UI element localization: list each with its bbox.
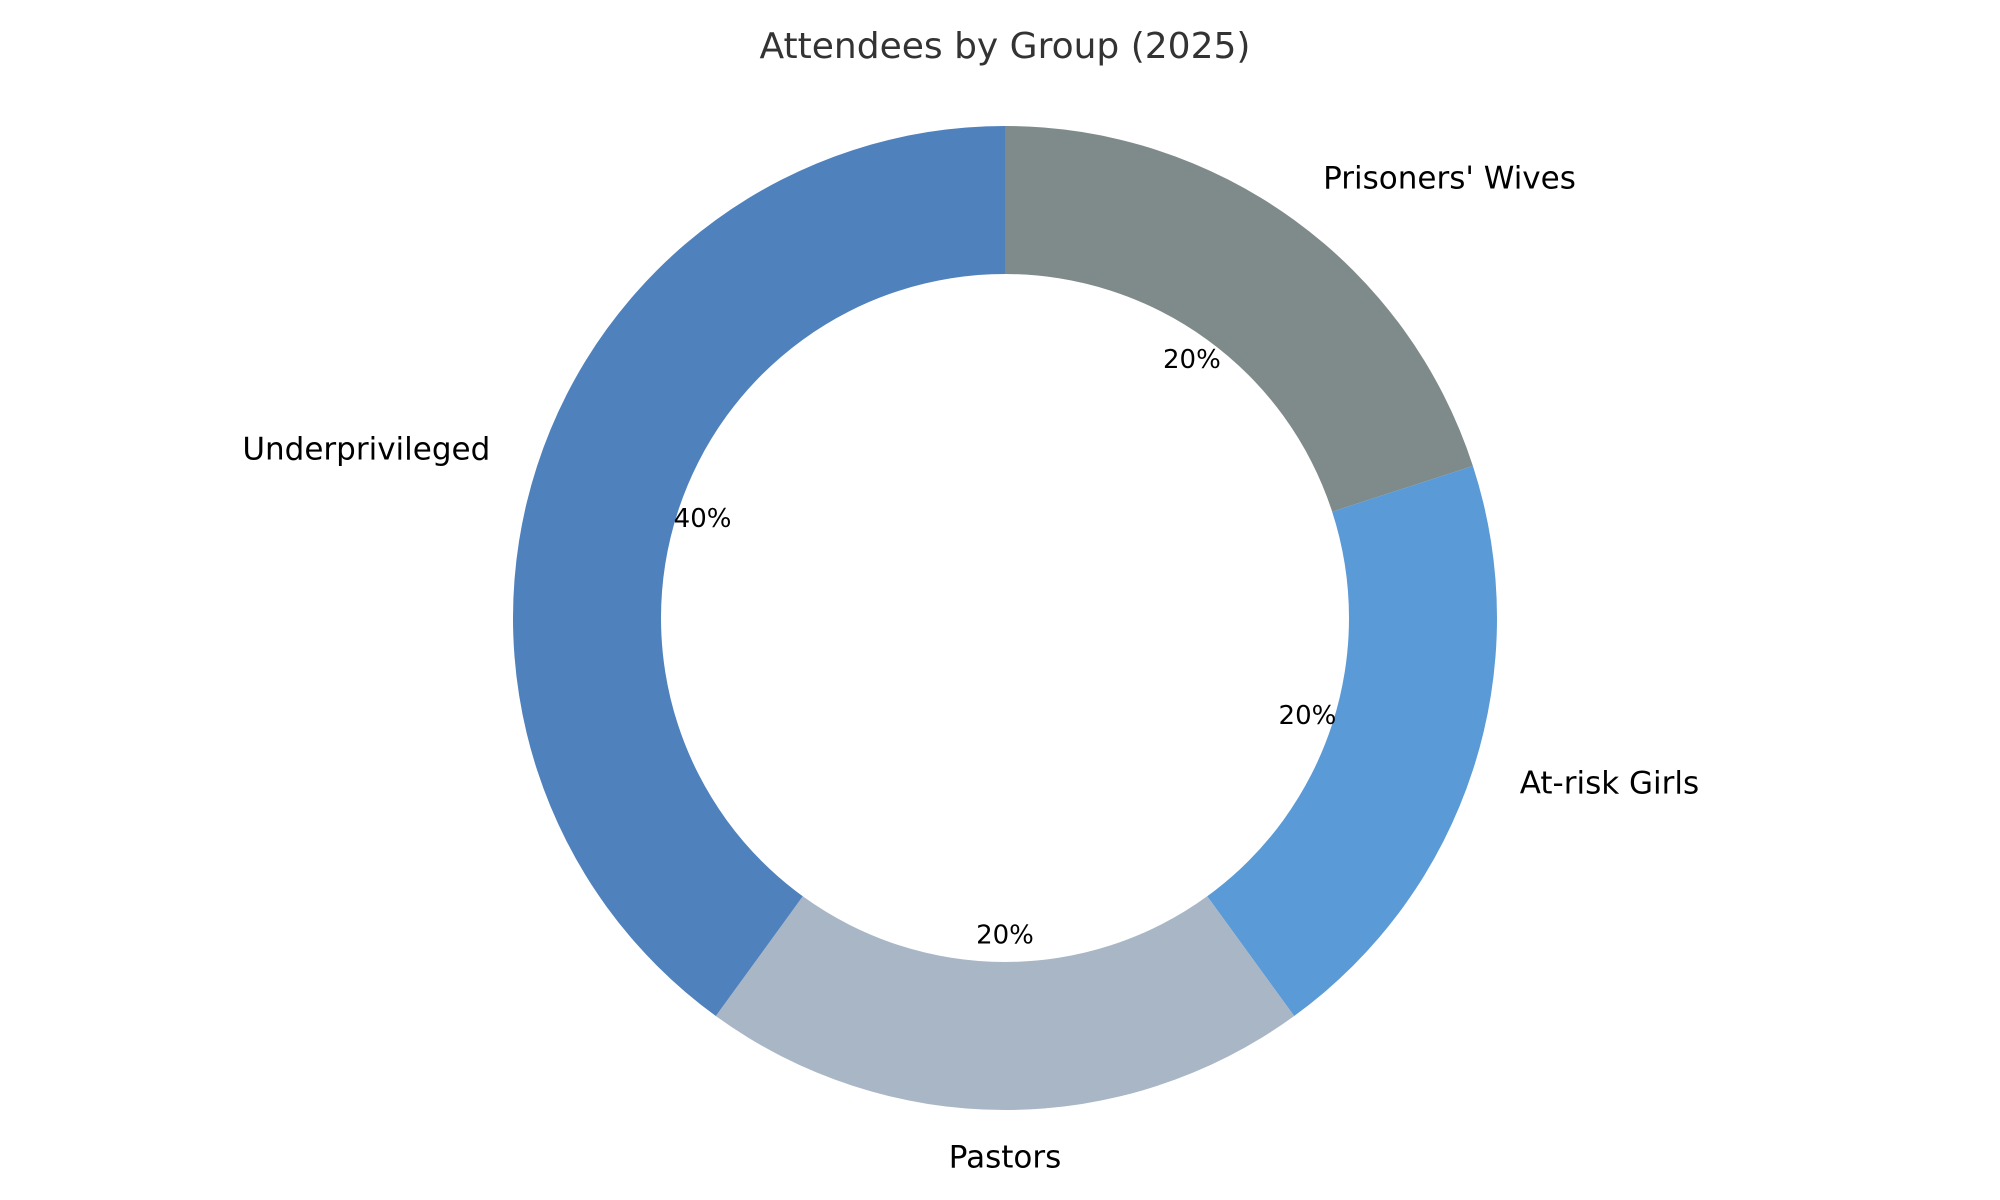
slice-prisoners-wives bbox=[1005, 126, 1473, 512]
pct-label-underprivileged: 40% bbox=[674, 504, 732, 534]
slices-layer bbox=[512, 126, 1497, 1110]
pct-label-prisoners-wives: 20% bbox=[1163, 345, 1221, 375]
slice-label-at-risk-girls: At-risk Girls bbox=[1520, 766, 1699, 802]
slice-underprivileged bbox=[512, 126, 1005, 1017]
chart-title: Attendees by Group (2025) bbox=[760, 26, 1251, 67]
pct-label-pastors: 20% bbox=[976, 921, 1034, 951]
pct-label-at-risk-girls: 20% bbox=[1279, 701, 1337, 731]
slice-label-pastors: Pastors bbox=[949, 1140, 1061, 1176]
slice-label-underprivileged: Underprivileged bbox=[242, 431, 490, 467]
slice-at-risk-girls bbox=[1207, 465, 1497, 1017]
labels-layer: Prisoners' Wives 20% At-risk Girls 20% Pasto… bbox=[242, 161, 1699, 1176]
slice-pastors bbox=[715, 896, 1295, 1110]
slice-label-prisoners-wives: Prisoners' Wives bbox=[1323, 161, 1576, 197]
